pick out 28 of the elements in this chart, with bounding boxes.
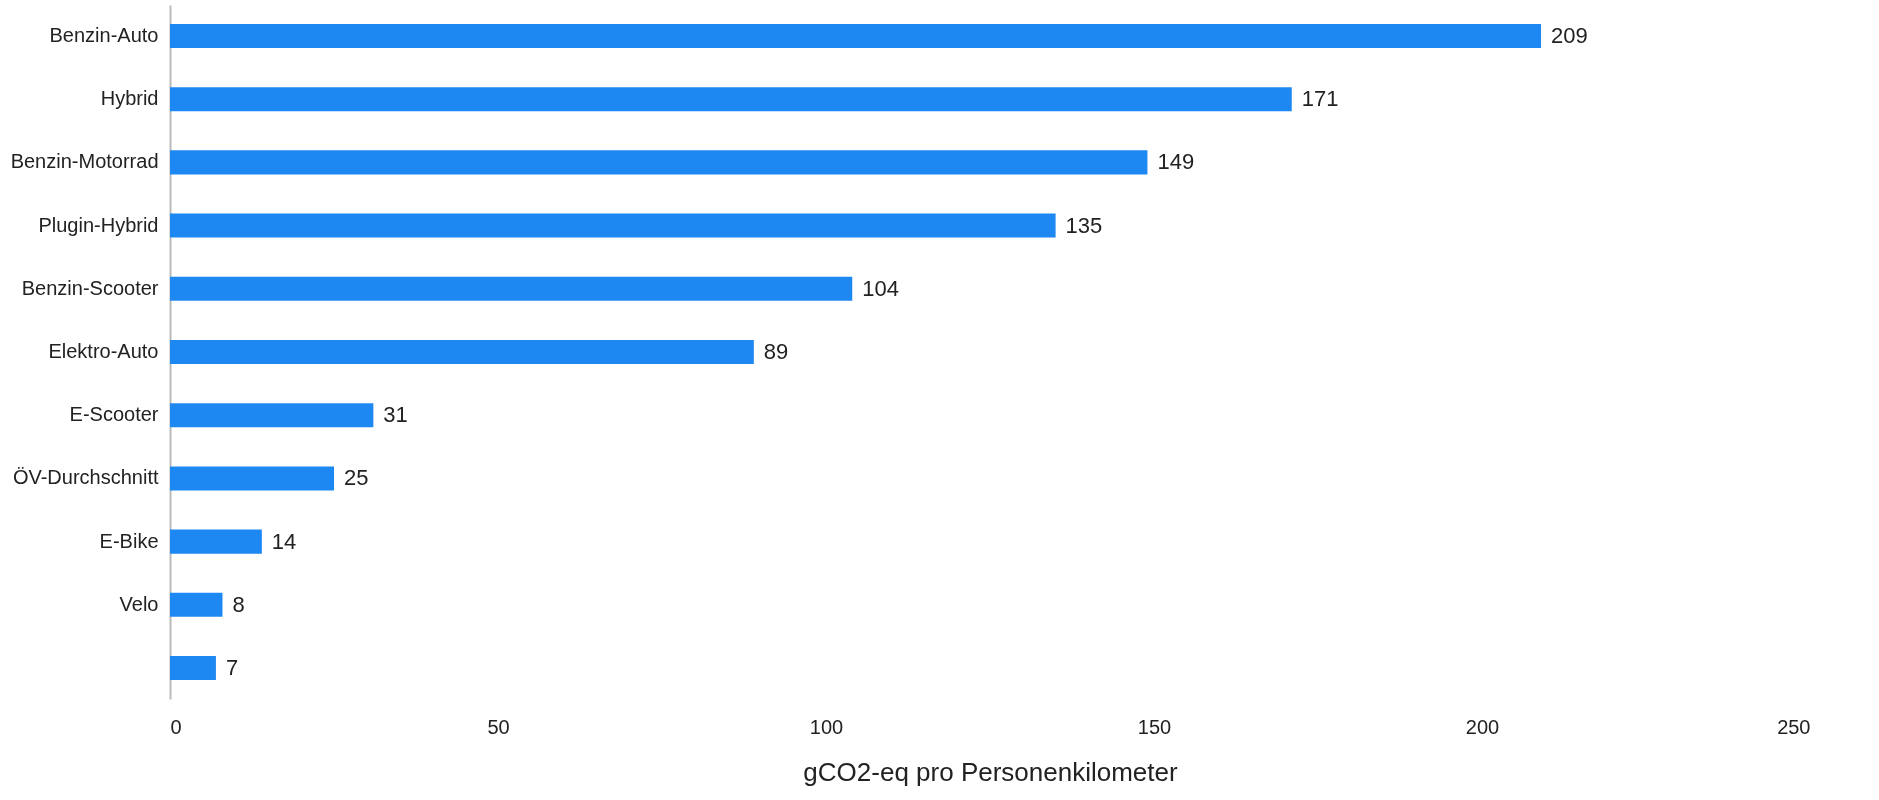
y-tick-label: Benzin-Auto	[49, 23, 159, 46]
y-tick-label: Elektro-Auto	[48, 340, 159, 362]
data-label: 209	[1551, 22, 1588, 48]
x-tick-label: 200	[1465, 715, 1500, 738]
x-tick-label: 250	[1777, 715, 1811, 738]
data-label: 7	[225, 655, 239, 681]
data-label: 14	[271, 528, 297, 554]
data-label: 89	[763, 339, 789, 364]
x-tick-label: 50	[487, 715, 510, 738]
x-tick-label: 100	[809, 715, 844, 738]
y-tick-label: ÖV-Durchschnitt	[12, 466, 159, 489]
data-label: 135	[1065, 212, 1103, 238]
data-label: 149	[1157, 149, 1195, 175]
x-tick-label: 150	[1137, 715, 1172, 738]
y-tick-label: Benzin-Motorrad	[10, 150, 159, 173]
data-label: 31	[383, 402, 408, 428]
x-axis-title: gCO2-eq pro Personenkilometer	[803, 756, 1178, 787]
y-tick-label: Velo	[119, 592, 159, 615]
y-tick-label: Hybrid	[100, 87, 159, 110]
x-tick-label: 0	[170, 715, 182, 738]
data-label: 104	[862, 275, 899, 301]
data-label: 25	[344, 465, 369, 491]
y-tick-label: E-Bike	[99, 529, 159, 552]
y-tick-label: Plugin-Hybrid	[38, 213, 159, 236]
data-label: 171	[1301, 86, 1339, 112]
y-tick-label: Benzin-Scooter	[21, 276, 159, 299]
y-tick-label: E-Scooter	[69, 403, 159, 426]
data-label: 8	[232, 591, 245, 617]
